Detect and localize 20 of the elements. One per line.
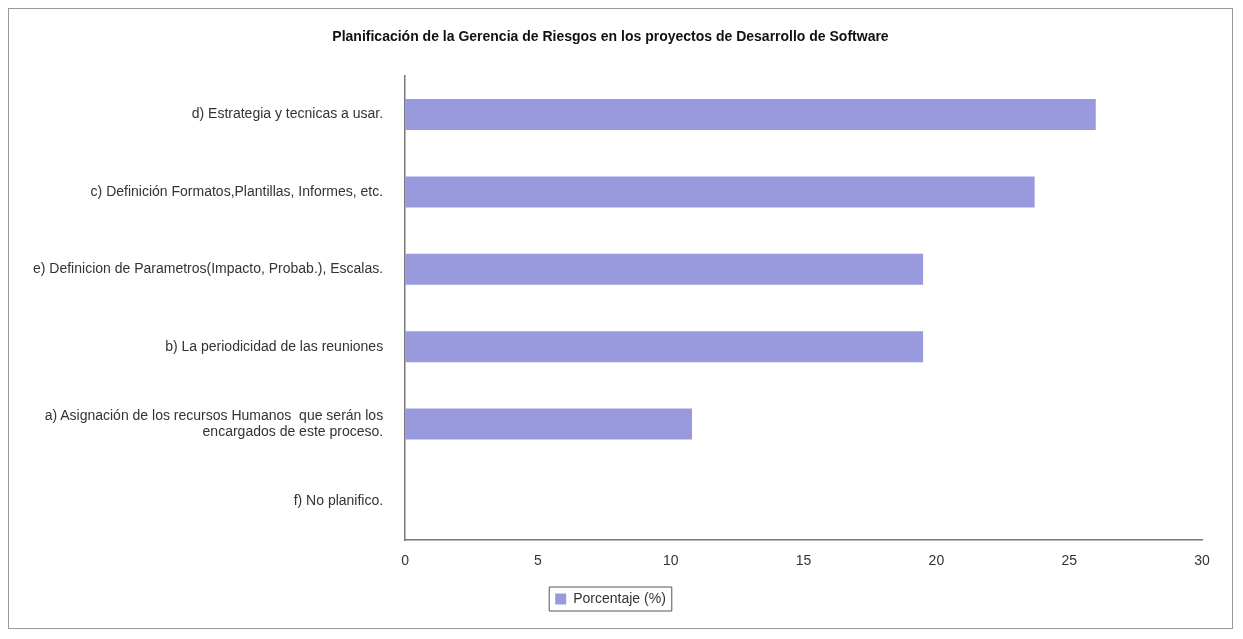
legend-label: Porcentaje (%): [573, 589, 666, 606]
y-tick-label: a) Asignación de los recursos Humanos que serán los encargados de este proceso.: [44, 406, 384, 440]
y-tick-label: b) La periodicidad de las reuniones: [165, 337, 384, 354]
y-tick-label: d) Estrategia y tecnicas a usar.: [191, 105, 384, 122]
x-tick-label: 5: [534, 552, 543, 569]
x-tick-label: 0: [401, 552, 410, 569]
chart-title: Planificación de la Gerencia de Riesgos en los proyectos de Desarrollo de Software: [332, 28, 889, 45]
bar: [405, 176, 1035, 208]
x-tick-label: 25: [1061, 552, 1078, 569]
y-tick-label: e) Definicion de Parametros(Impacto, Probab.), Escalas.: [32, 260, 384, 277]
x-tick-label: 20: [928, 552, 945, 569]
y-tick-label: f) No planifico.: [293, 492, 384, 509]
x-tick-label: 10: [662, 552, 679, 569]
bar: [405, 99, 1096, 130]
bar: [405, 408, 693, 440]
y-tick-label: c) Definición Formatos,Plantillas, Informes, etc.: [90, 182, 384, 199]
bar: [405, 331, 924, 363]
x-tick-label: 30: [1194, 552, 1210, 569]
bar: [405, 253, 924, 285]
x-tick-label: 15: [795, 552, 812, 569]
